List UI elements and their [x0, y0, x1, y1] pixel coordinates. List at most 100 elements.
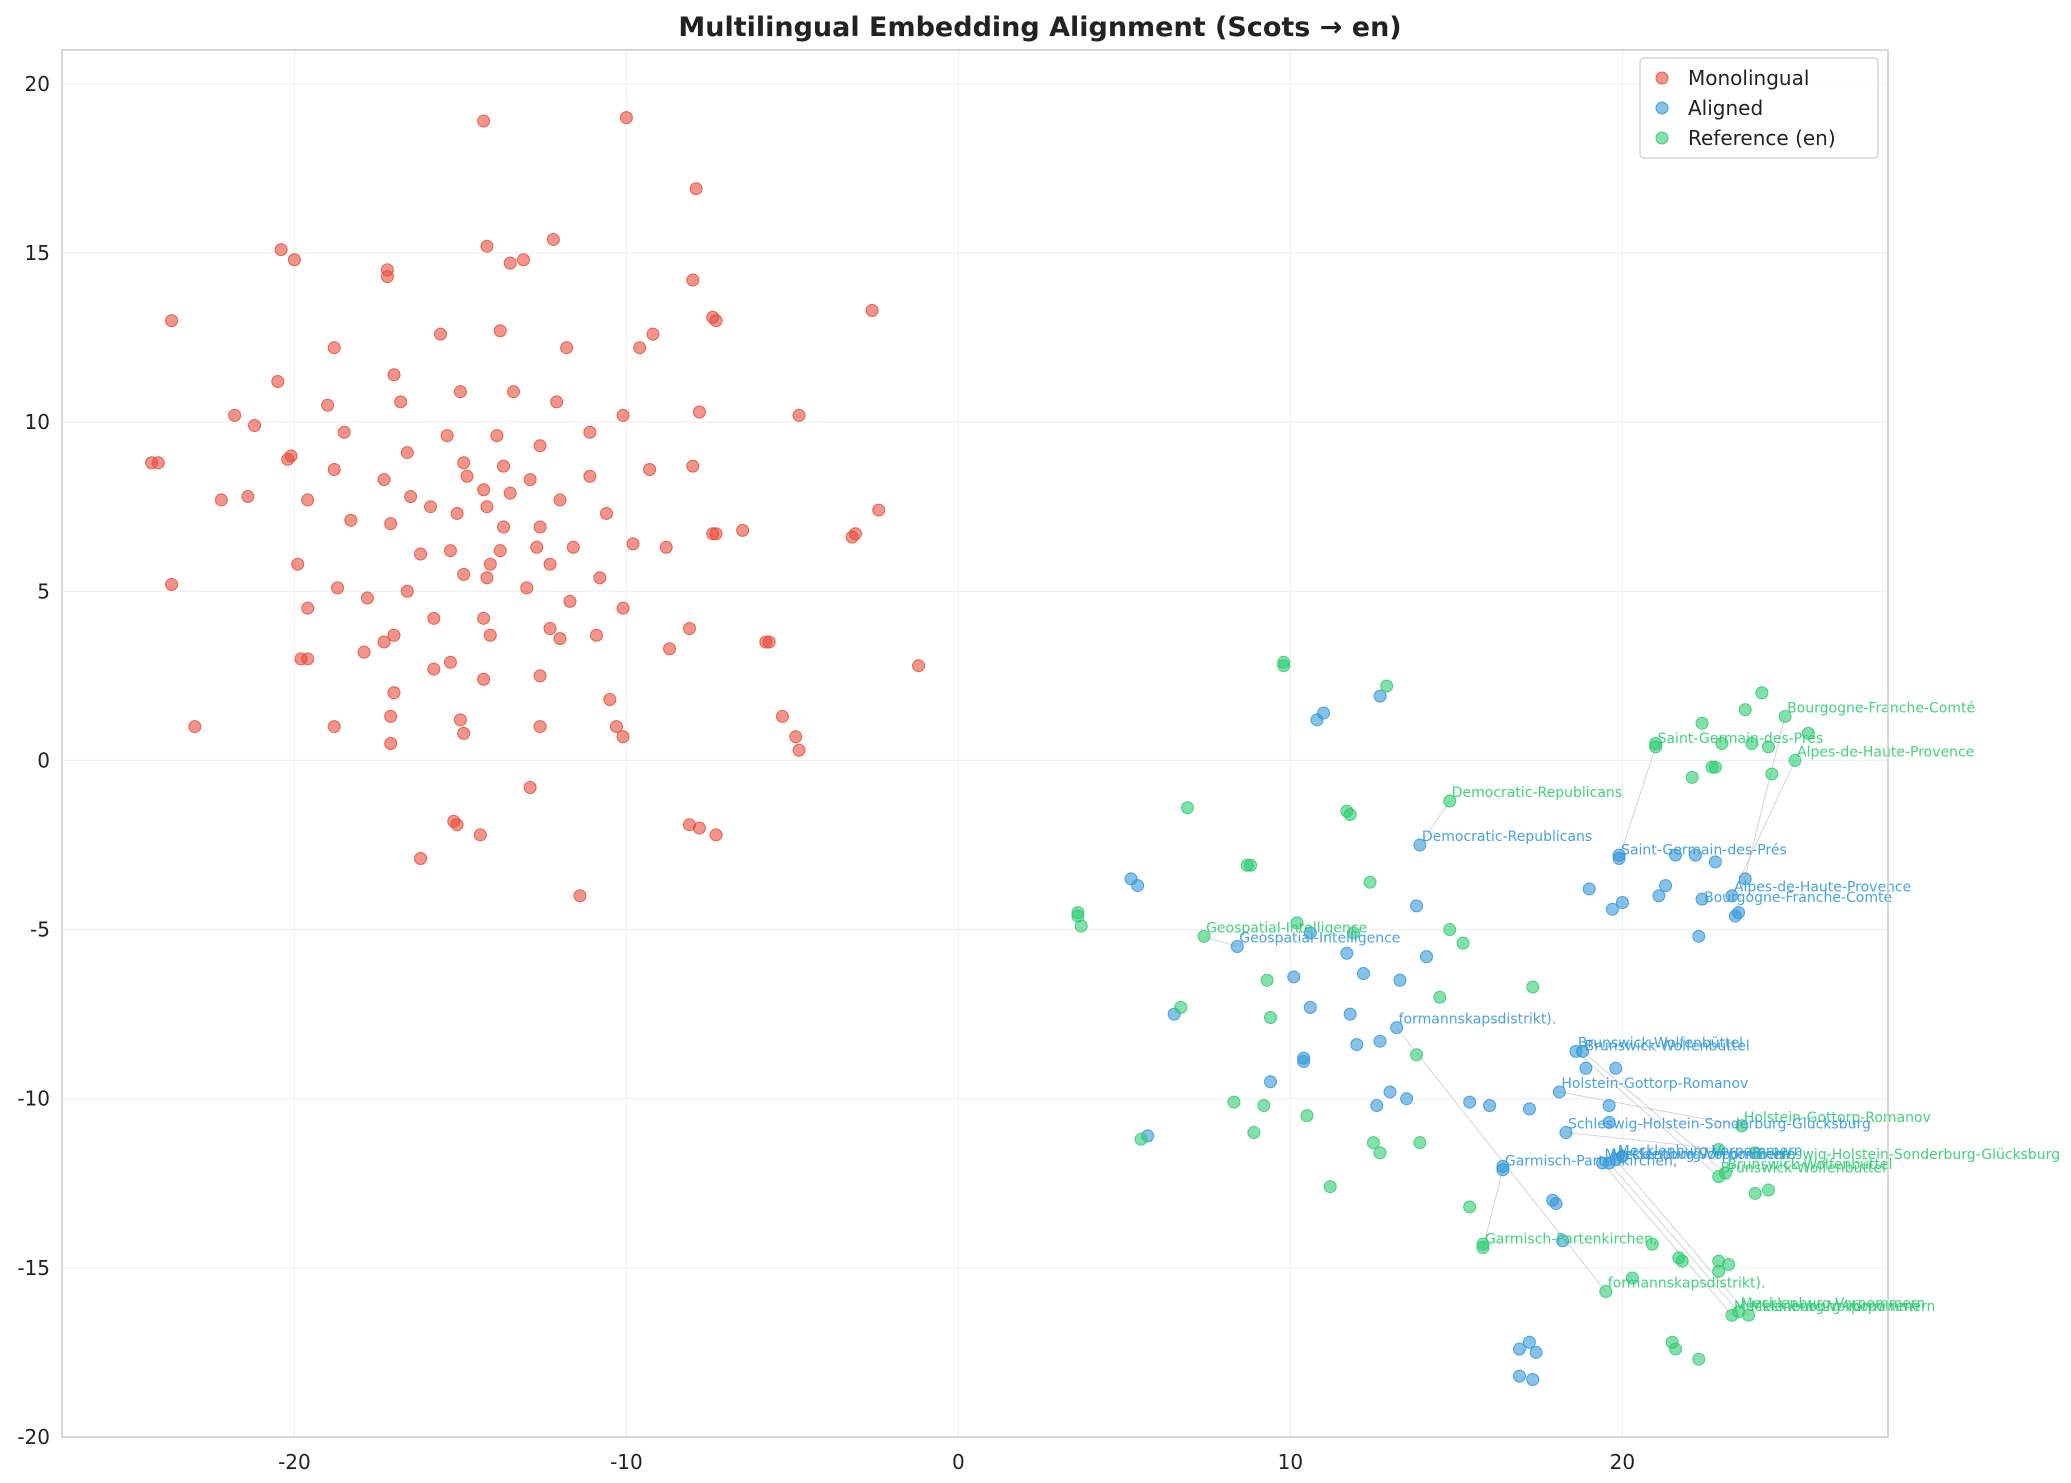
- data-point: [1675, 1254, 1689, 1268]
- data-point: [387, 368, 401, 382]
- data-point: [477, 672, 491, 686]
- data-point: [1413, 1136, 1427, 1150]
- connector-line: [1615, 1159, 1749, 1316]
- data-point: [1708, 855, 1722, 869]
- data-point: [1725, 889, 1739, 903]
- data-point: [1227, 1095, 1241, 1109]
- data-point: [1463, 1095, 1477, 1109]
- legend-marker: [1655, 101, 1669, 115]
- data-point: [457, 456, 471, 470]
- data-point: [553, 632, 567, 646]
- point-annotation: Mecklenburg-Vorpommern: [1611, 1147, 1796, 1163]
- data-point: [1748, 1146, 1762, 1160]
- data-point: [480, 500, 494, 514]
- legend-label: Reference (en): [1688, 126, 1836, 150]
- data-point: [1576, 1044, 1590, 1058]
- data-point: [1735, 1119, 1749, 1133]
- data-point: [633, 341, 647, 355]
- data-point: [480, 571, 494, 585]
- data-point: [1297, 1054, 1311, 1068]
- data-point: [387, 686, 401, 700]
- y-tick-label: -20: [17, 1425, 50, 1449]
- data-point: [1197, 929, 1211, 943]
- point-annotation: Mecklenburg-Vorpommern: [1751, 1299, 1936, 1315]
- plot-background: [62, 50, 1888, 1437]
- y-tick-label: -10: [17, 1087, 50, 1111]
- data-point: [477, 114, 491, 128]
- data-point: [1476, 1241, 1490, 1255]
- point-annotation: Alpes-de-Haute-Provence: [1797, 744, 1974, 760]
- point-annotation: Brunswick-Wolfenbüttel: [1721, 1161, 1886, 1177]
- data-point: [762, 635, 776, 649]
- x-tick-label: -20: [278, 1450, 311, 1474]
- point-annotation: Brunswick-Wolfenbüttel: [1578, 1035, 1743, 1051]
- data-point: [357, 645, 371, 659]
- data-point: [1346, 926, 1360, 940]
- data-point: [590, 628, 604, 642]
- data-point: [616, 730, 630, 744]
- data-point: [1400, 1092, 1414, 1106]
- legend-label: Aligned: [1688, 96, 1763, 120]
- data-point: [1615, 1149, 1629, 1163]
- data-point: [1230, 939, 1244, 953]
- plot-area: Democratic-Republicans Democratic-Republi…: [61, 49, 2060, 1438]
- connector-line: [1482, 1169, 1504, 1248]
- data-point: [301, 493, 315, 507]
- data-point: [503, 486, 517, 500]
- data-point: [1496, 1163, 1510, 1177]
- data-point: [1801, 726, 1815, 740]
- data-point: [1579, 1061, 1593, 1075]
- data-point: [709, 314, 723, 328]
- data-point: [1174, 1000, 1188, 1014]
- point-annotation: Saint-Germain-des-Prés: [1621, 843, 1787, 859]
- data-point: [1722, 1257, 1736, 1271]
- data-point: [1247, 1126, 1261, 1140]
- data-point: [1373, 1146, 1387, 1160]
- data-point: [1303, 1000, 1317, 1014]
- data-point: [1556, 1234, 1570, 1248]
- data-point: [477, 483, 491, 497]
- data-point: [1363, 875, 1377, 889]
- data-point: [427, 611, 441, 625]
- y-tick-label: 15: [25, 241, 50, 265]
- data-point: [1549, 1197, 1563, 1211]
- point-annotation: Bourgogne-Franche-Comté: [1787, 700, 1975, 716]
- point-annotation: Geospatial-Intelligence: [1239, 930, 1400, 946]
- data-point: [151, 456, 165, 470]
- data-point: [520, 581, 534, 595]
- data-point: [440, 429, 454, 443]
- data-point: [400, 584, 414, 598]
- chart-title: Multilingual Embedding Alignment (Scots …: [678, 12, 1401, 43]
- data-point: [599, 506, 613, 520]
- x-tick-label: 0: [952, 1450, 965, 1474]
- point-annotation: Democratic-Republicans: [1452, 785, 1622, 801]
- data-point: [1599, 1285, 1613, 1299]
- data-point: [523, 473, 537, 487]
- data-point: [775, 709, 789, 723]
- data-point: [1373, 1034, 1387, 1048]
- data-point: [619, 111, 633, 125]
- y-tick-label: -5: [30, 918, 50, 942]
- data-point: [414, 547, 428, 561]
- data-point: [845, 530, 859, 544]
- data-point: [1715, 737, 1729, 750]
- data-point: [546, 232, 560, 246]
- data-point: [1380, 679, 1394, 693]
- data-point: [1420, 950, 1434, 964]
- data-point: [1463, 1200, 1477, 1214]
- data-point: [643, 462, 657, 476]
- data-point: [274, 243, 288, 257]
- data-point: [387, 628, 401, 642]
- data-point: [327, 462, 341, 476]
- data-point: [1615, 895, 1629, 909]
- point-annotation: Mecklenburg-Vorpommern: [1618, 1144, 1803, 1160]
- data-point: [1290, 916, 1304, 930]
- data-point: [327, 341, 341, 355]
- data-point: [603, 693, 617, 707]
- data-point: [789, 730, 803, 744]
- data-point: [686, 459, 700, 473]
- data-point: [1410, 1048, 1424, 1062]
- data-point: [1180, 801, 1194, 815]
- data-point: [1277, 659, 1291, 673]
